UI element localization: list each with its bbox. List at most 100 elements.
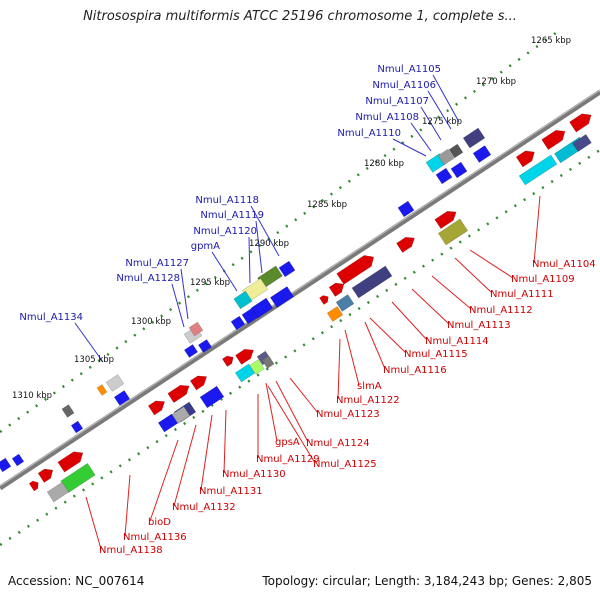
scale-label: 1290 kbp xyxy=(249,239,289,249)
gene-feature xyxy=(222,355,234,367)
chromosome-backbone xyxy=(0,89,600,491)
gene-feature xyxy=(249,359,265,375)
chromosome-backbone-highlight xyxy=(0,89,600,487)
leader-line xyxy=(454,257,493,294)
gene-feature xyxy=(235,349,254,365)
gene-arrow xyxy=(328,282,345,297)
gene-arrow xyxy=(113,390,131,406)
gene-feature xyxy=(270,286,294,308)
gene-feature xyxy=(105,374,125,392)
gene-feature xyxy=(198,339,212,353)
gene-label: slmA xyxy=(357,381,382,392)
leader-line xyxy=(392,138,427,157)
gene-feature xyxy=(189,375,208,391)
gene-arrow xyxy=(28,480,39,492)
gene-arrow xyxy=(572,134,592,152)
gene-feature xyxy=(462,127,486,149)
leader-line xyxy=(344,329,360,386)
gene-feature xyxy=(234,363,256,383)
leader-line xyxy=(432,74,460,123)
gene-arrow xyxy=(435,167,453,185)
gene-label: Nmul_A1112 xyxy=(469,305,533,316)
gene-arrow xyxy=(184,344,198,358)
gene-feature xyxy=(167,384,190,403)
gene-feature xyxy=(397,200,415,218)
scale-label: 1300 kbp xyxy=(131,317,171,327)
leader-line xyxy=(420,106,442,141)
gene-feature xyxy=(569,113,592,133)
gene-label: Nmul_A1136 xyxy=(123,532,187,543)
leader-line xyxy=(410,122,432,152)
gene-arrow xyxy=(261,355,275,369)
gene-arrow xyxy=(448,143,464,159)
gene-label: Nmul_A1105 xyxy=(377,64,441,75)
gene-label: Nmul_A1110 xyxy=(337,128,401,139)
gene-arrow xyxy=(46,481,70,503)
leader-line xyxy=(391,301,428,341)
leader-line xyxy=(74,322,104,363)
accession-text: Accession: NC_007614 xyxy=(8,574,145,588)
gene-arrow xyxy=(171,406,191,424)
gene-feature xyxy=(199,385,225,409)
gene-label: Nmul_A1113 xyxy=(447,320,511,331)
gene-label: Nmul_A1120 xyxy=(193,226,257,237)
gene-arrow xyxy=(37,468,54,483)
leader-line xyxy=(124,474,131,537)
gene-arrow xyxy=(569,113,592,133)
gene-arrow xyxy=(0,457,12,473)
gene-feature xyxy=(434,210,457,229)
gene-feature xyxy=(113,390,131,406)
gene-arrow xyxy=(241,307,259,325)
gene-label: Nmul_A1106 xyxy=(372,80,436,91)
gene-feature xyxy=(188,321,204,337)
leader-line xyxy=(255,220,263,274)
gene-feature xyxy=(541,129,566,150)
gene-feature xyxy=(278,260,296,278)
leader-line xyxy=(248,236,251,284)
gene-arrow xyxy=(234,363,256,383)
gene-feature xyxy=(437,148,455,166)
gene-label: Nmul_A1111 xyxy=(490,289,554,300)
gene-feature xyxy=(157,413,179,433)
scale-label: 1305 kbp xyxy=(74,355,114,365)
gene-label: Nmul_A1104 xyxy=(532,259,596,270)
gene-feature xyxy=(37,468,54,483)
gene-arrow xyxy=(270,286,294,308)
gene-feature xyxy=(28,480,39,492)
leader-line xyxy=(431,275,472,310)
gene-arrow xyxy=(437,148,455,166)
gene-arrow xyxy=(336,255,375,285)
gene-feature xyxy=(335,294,355,312)
gene-arrow xyxy=(105,374,125,392)
gene-feature xyxy=(184,344,198,358)
gene-feature xyxy=(57,451,84,473)
gene-arrow xyxy=(462,127,486,149)
genome-summary: Topology: circular; Length: 3,184,243 bp… xyxy=(262,574,592,588)
gene-label: Nmul_A1132 xyxy=(172,502,236,513)
leader-line xyxy=(369,317,407,354)
gene-arrow xyxy=(396,237,415,253)
gene-label: Nmul_A1138 xyxy=(99,545,163,556)
leader-line xyxy=(337,338,341,400)
gene-feature xyxy=(450,161,468,179)
gene-feature xyxy=(46,481,70,503)
gene-arrow xyxy=(326,306,344,322)
gene-label: Nmul_A1107 xyxy=(365,96,429,107)
gene-feature xyxy=(351,265,393,299)
leader-line xyxy=(171,283,185,328)
leader-line xyxy=(211,251,238,292)
gene-label: Nmul_A1114 xyxy=(425,336,489,347)
gene-label: gpmA xyxy=(191,241,220,252)
gene-arrow xyxy=(167,384,190,403)
gene-arrow xyxy=(278,260,296,278)
gene-arrow xyxy=(198,339,212,353)
gene-arrow xyxy=(450,161,468,179)
gene-arrow xyxy=(335,294,355,312)
gene-label: Nmul_A1131 xyxy=(199,486,263,497)
leader-line xyxy=(427,90,452,130)
gene-feature xyxy=(448,143,464,159)
gene-arrow xyxy=(222,355,234,367)
inner-scale-ring xyxy=(0,148,600,547)
gene-arrow xyxy=(70,420,84,434)
